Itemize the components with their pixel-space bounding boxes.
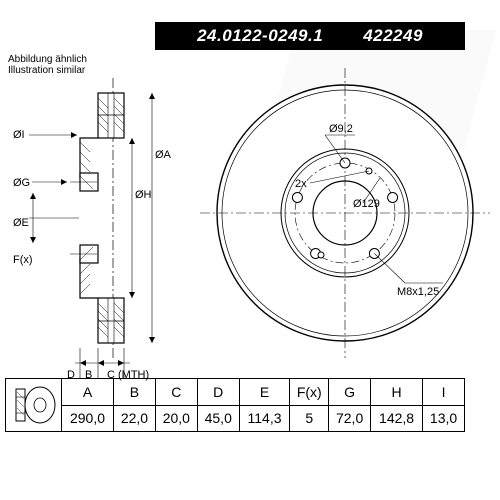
label-og: ØG bbox=[13, 177, 30, 189]
technical-drawing-canvas: 24.0122-0249.1 422249 Abbildung ähnlich … bbox=[0, 0, 500, 500]
part-number-primary: 24.0122-0249.1 bbox=[197, 26, 323, 46]
side-view: ØI ØG ØE ØH ØA bbox=[13, 78, 172, 381]
val-I: 13,0 bbox=[423, 405, 465, 432]
col-I: I bbox=[423, 379, 465, 406]
val-E: 114,3 bbox=[239, 405, 290, 432]
val-G: 72,0 bbox=[329, 405, 371, 432]
val-F: 5 bbox=[290, 405, 329, 432]
val-C: 20,0 bbox=[155, 405, 197, 432]
val-D: 45,0 bbox=[197, 405, 239, 432]
val-H: 142,8 bbox=[371, 405, 423, 432]
val-B: 22,0 bbox=[114, 405, 156, 432]
dimension-table-wrap: A B C D E F(x) G H I 290,0 22,0 20,0 45,… bbox=[5, 378, 465, 432]
col-F: F(x) bbox=[290, 379, 329, 406]
label-pcd: Ø129 bbox=[353, 198, 380, 210]
front-view: Ø9,2 2x Ø129 M8x1,25 bbox=[200, 68, 490, 358]
label-oh: ØH bbox=[135, 189, 152, 201]
col-B: B bbox=[114, 379, 156, 406]
label-fx: F(x) bbox=[13, 254, 33, 266]
table-header-row: A B C D E F(x) G H I bbox=[6, 379, 465, 406]
col-D: D bbox=[197, 379, 239, 406]
label-oa: ØA bbox=[155, 149, 172, 161]
table-value-row: 290,0 22,0 20,0 45,0 114,3 5 72,0 142,8 … bbox=[6, 405, 465, 432]
icon-cell bbox=[6, 379, 62, 432]
disc-icon bbox=[10, 383, 58, 427]
col-G: G bbox=[329, 379, 371, 406]
col-C: C bbox=[155, 379, 197, 406]
dimension-table: A B C D E F(x) G H I 290,0 22,0 20,0 45,… bbox=[5, 378, 465, 432]
col-E: E bbox=[239, 379, 290, 406]
label-thread: M8x1,25 bbox=[397, 286, 439, 298]
col-A: A bbox=[62, 379, 114, 406]
col-H: H bbox=[371, 379, 423, 406]
val-A: 290,0 bbox=[62, 405, 114, 432]
label-bolt-hole: Ø9,2 bbox=[329, 123, 353, 135]
label-locating: 2x bbox=[295, 178, 307, 190]
technical-drawing-svg: ØI ØG ØE ØH ØA bbox=[5, 58, 495, 368]
header-bar: 24.0122-0249.1 422249 bbox=[155, 22, 465, 50]
drawing-area: ØI ØG ØE ØH ØA bbox=[5, 58, 495, 368]
label-oi: ØI bbox=[13, 129, 25, 141]
part-number-secondary: 422249 bbox=[363, 26, 423, 46]
label-oe: ØE bbox=[13, 217, 29, 229]
